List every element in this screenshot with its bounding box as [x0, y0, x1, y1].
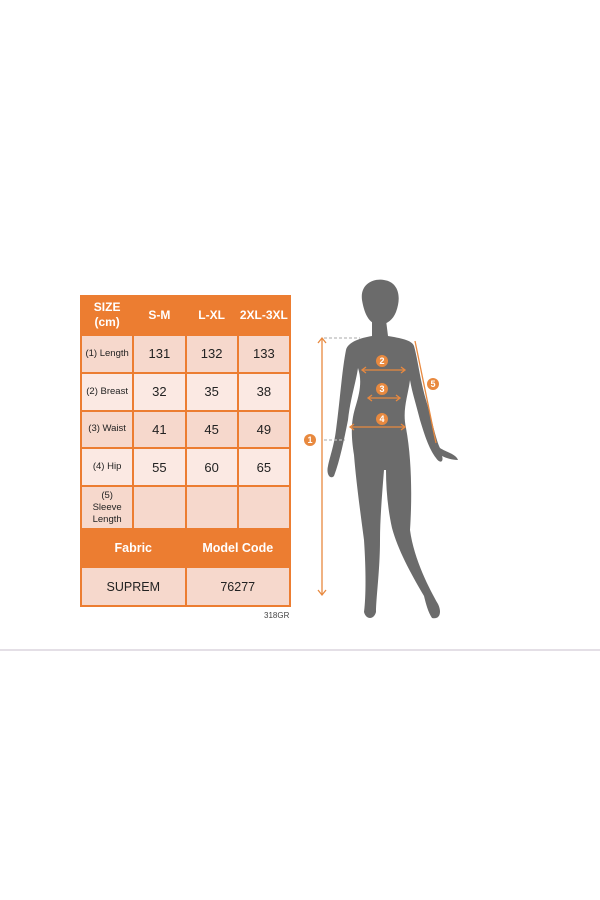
head — [361, 279, 399, 325]
cell: 49 — [236, 409, 292, 450]
header-l-xl: L-XL — [184, 295, 239, 336]
marker-1-icon — [304, 434, 316, 446]
marker-4-label: 4 — [379, 414, 384, 424]
marker-3-label: 3 — [379, 384, 384, 394]
divider — [0, 649, 600, 651]
cell: 133 — [236, 333, 292, 374]
table-row: (4) Hip 55 60 65 — [79, 447, 292, 488]
cell — [132, 485, 187, 531]
cell: 45 — [184, 409, 239, 450]
model-code-label: Model Code — [184, 528, 291, 569]
fabric-value: SUPREM — [80, 566, 187, 607]
cell: 35 — [184, 371, 239, 412]
fabric-header-row: Fabric Model Code — [80, 528, 291, 569]
row-label: (2) Breast — [79, 371, 135, 412]
marker-5-icon — [427, 378, 439, 390]
row-label: (4) Hip — [79, 447, 135, 488]
marker-2-icon — [376, 355, 388, 367]
header-s-m: S-M — [132, 295, 187, 336]
cell: 32 — [132, 371, 187, 412]
table-row: (5) Sleeve Length — [79, 485, 292, 531]
cell: 60 — [184, 447, 239, 488]
cell: 38 — [236, 371, 292, 412]
table-row: (1) Length 131 132 133 — [79, 333, 292, 374]
size-chart-table: SIZE (cm) S-M L-XL 2XL-3XL (1) Length 13… — [79, 295, 292, 607]
measurement-guides — [317, 336, 437, 597]
cell: 132 — [184, 333, 239, 374]
header-size: SIZE (cm) — [79, 295, 135, 336]
cell: 55 — [132, 447, 187, 488]
table-header-row: SIZE (cm) S-M L-XL 2XL-3XL — [79, 295, 292, 336]
table-row: (3) Waist 41 45 49 — [79, 409, 292, 450]
cell — [236, 485, 292, 531]
fabric-label: Fabric — [80, 528, 187, 569]
header-2xl-3xl: 2XL-3XL — [236, 295, 292, 336]
cell: 131 — [132, 333, 187, 374]
product-code: 318GR — [264, 611, 290, 620]
measurement-markers: 1 2 3 4 5 — [304, 355, 439, 446]
row-label: (3) Waist — [79, 409, 135, 450]
silhouette — [327, 279, 458, 619]
cell — [184, 485, 239, 531]
cell: 65 — [236, 447, 292, 488]
marker-5-label: 5 — [430, 379, 435, 389]
marker-2-label: 2 — [379, 356, 384, 366]
length-arrow-heads — [317, 336, 327, 597]
marker-4-icon — [376, 413, 388, 425]
marker-3-icon — [376, 383, 388, 395]
table-row: (2) Breast 32 35 38 — [79, 371, 292, 412]
row-label: (1) Length — [79, 333, 135, 374]
marker-1-label: 1 — [307, 435, 312, 445]
fabric-value-row: SUPREM 76277 — [80, 566, 291, 607]
row-label: (5) Sleeve Length — [79, 485, 135, 531]
cell: 41 — [132, 409, 187, 450]
model-code-value: 76277 — [184, 566, 291, 607]
sleeve-arrow — [414, 340, 437, 444]
body — [327, 320, 458, 619]
